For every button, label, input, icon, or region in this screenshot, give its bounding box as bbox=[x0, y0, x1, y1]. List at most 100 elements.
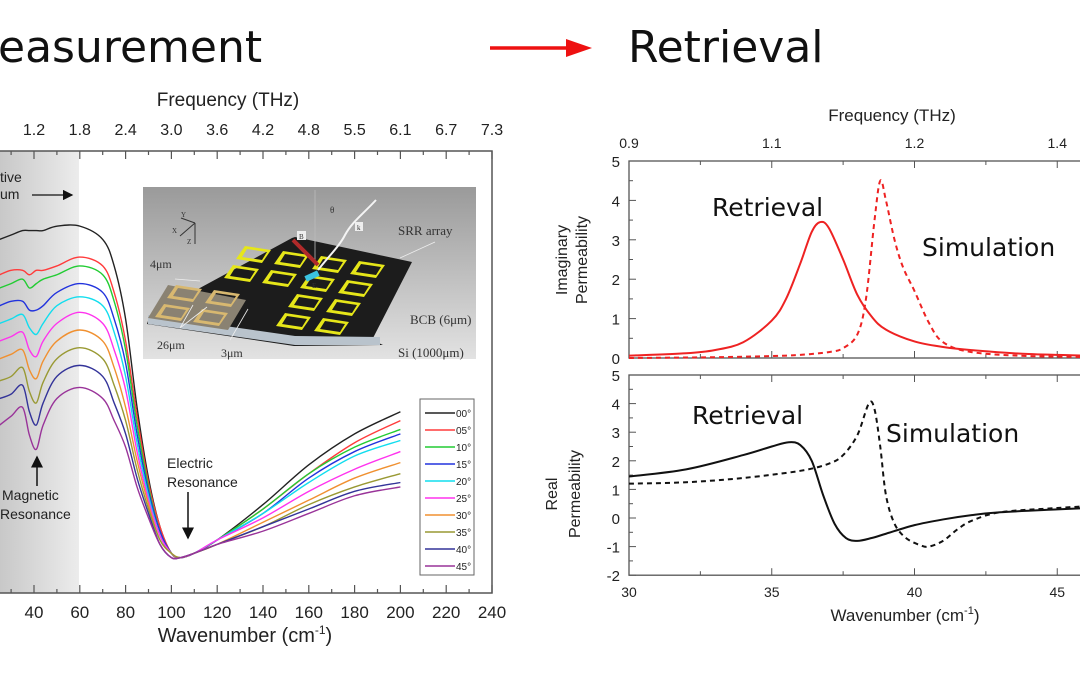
x-tick-label: 80 bbox=[116, 603, 135, 622]
srr-cell bbox=[193, 309, 228, 326]
right-xlabel-close: ) bbox=[974, 606, 980, 625]
top-tick-label: 6.7 bbox=[435, 122, 457, 139]
y-tick-label: 5 bbox=[612, 368, 620, 385]
top-tick-label: 4.2 bbox=[252, 122, 274, 139]
k-label: k bbox=[357, 224, 361, 232]
x-tick-label: 220 bbox=[432, 603, 460, 622]
srr-cell bbox=[262, 270, 297, 287]
right-top-axis-title: Frequency (THz) bbox=[828, 106, 956, 125]
top-tick-label: 7.3 bbox=[481, 122, 503, 139]
series-line-retrieval bbox=[629, 441, 1080, 542]
plot-frame bbox=[0, 150, 493, 594]
y-tick-label: -2 bbox=[607, 568, 620, 585]
srr-cell bbox=[276, 313, 311, 330]
b-label: B bbox=[299, 233, 304, 241]
srr-cell bbox=[338, 280, 373, 297]
top-tick-label: 1.1 bbox=[762, 135, 782, 151]
srr-cell bbox=[326, 299, 361, 316]
right-xlabel-superscript: -1 bbox=[964, 605, 974, 617]
real-ylabel-line2: Permeability bbox=[567, 450, 584, 538]
theta-label: θ bbox=[330, 205, 334, 215]
y-axis-letter: Y bbox=[181, 211, 186, 219]
series-line-45° bbox=[0, 386, 401, 560]
legend-label: 35° bbox=[456, 528, 471, 539]
e-label: E bbox=[312, 282, 316, 290]
y-tick-label: 0 bbox=[612, 511, 620, 528]
x-tick-label: 45 bbox=[1049, 584, 1065, 600]
b-label-box bbox=[297, 231, 306, 240]
x-axis-letter: X bbox=[172, 227, 177, 235]
real-retrieval-label: Retrieval bbox=[692, 401, 803, 430]
x-tick-label: 40 bbox=[25, 603, 44, 622]
top-tick-label: 0.9 bbox=[619, 135, 639, 151]
electric-annotation-line2: Resonance bbox=[167, 474, 238, 490]
top-tick-label: 1.8 bbox=[69, 122, 91, 139]
si-layer bbox=[148, 315, 380, 345]
legend-label: 00° bbox=[456, 409, 471, 420]
srr-cell bbox=[288, 294, 323, 311]
legend-label: 20° bbox=[456, 477, 471, 488]
top-tick-label: 5.5 bbox=[343, 122, 365, 139]
y-tick-label: 3 bbox=[612, 233, 620, 250]
legend-label: 25° bbox=[456, 494, 471, 505]
electric-annotation-line1: Electric bbox=[167, 455, 213, 471]
x-tick-label: 100 bbox=[157, 603, 185, 622]
imag-ylabel-line2: Permeability bbox=[574, 216, 591, 304]
srr-leader-line bbox=[399, 241, 436, 259]
measurement-title: easurement bbox=[0, 22, 262, 73]
top-tick-label: 4.8 bbox=[298, 122, 320, 139]
bcb-label: BCB (6μm) bbox=[410, 312, 472, 327]
si-label: Si (1000μm) bbox=[398, 345, 464, 360]
x-tick-label: 200 bbox=[386, 603, 414, 622]
z-axis-letter: Z bbox=[187, 238, 191, 246]
srr-cell bbox=[224, 265, 259, 282]
bottom-axis-title: Wavenumber (cm-1) bbox=[158, 623, 332, 647]
srr-cell bbox=[350, 261, 385, 278]
srr-inset-diagram: Y X Z θ k B E SRR array BCB (6μm) Si (10… bbox=[143, 187, 476, 360]
red-arrow-head-icon bbox=[566, 39, 592, 57]
26um-label: 26μm bbox=[157, 338, 185, 352]
srr-cell bbox=[312, 256, 347, 273]
x-tick-label: 160 bbox=[295, 603, 323, 622]
xlabel-close: ) bbox=[326, 625, 333, 647]
measurement-chart: Frequency (THz) Wavenumber (cm-1) tive u… bbox=[0, 90, 506, 647]
y-tick-label: 2 bbox=[612, 272, 620, 289]
y-tick-label: 0 bbox=[612, 351, 620, 368]
3um-label: 3μm bbox=[221, 346, 243, 360]
series-line-25° bbox=[0, 311, 401, 559]
srr-cell bbox=[236, 246, 271, 263]
axes-triad-icon bbox=[179, 217, 196, 244]
y-tick-label: 4 bbox=[612, 193, 620, 210]
srr-cell bbox=[205, 290, 240, 307]
imag-ylabel-line1: Imaginary bbox=[554, 225, 571, 295]
magnetic-annotation-line2: Resonance bbox=[0, 506, 71, 522]
imag-retrieval-label: Retrieval bbox=[712, 193, 823, 222]
legend-label: 15° bbox=[456, 460, 471, 471]
real-simulation-label: Simulation bbox=[886, 419, 1019, 448]
4um-label: 4μm bbox=[150, 257, 172, 271]
legend-label: 45° bbox=[456, 562, 471, 573]
magnetic-annotation-line1: Magnetic bbox=[2, 487, 59, 503]
x-tick-label: 180 bbox=[340, 603, 368, 622]
srr-cell bbox=[167, 285, 202, 302]
xlabel-text: Wavenumber (cm bbox=[158, 625, 315, 647]
shaded-label-line1: tive bbox=[0, 169, 22, 185]
top-tick-label: 1.2 bbox=[23, 122, 45, 139]
y-tick-label: 1 bbox=[612, 312, 620, 329]
legend-label: 05° bbox=[456, 426, 471, 437]
legend-label: 10° bbox=[456, 443, 471, 454]
e-field-icon bbox=[304, 270, 320, 282]
xlabel-superscript: -1 bbox=[315, 623, 326, 637]
top-tick-label: 1.2 bbox=[905, 135, 925, 151]
series-line-10° bbox=[0, 265, 401, 559]
b-field-arrow-icon bbox=[291, 238, 320, 267]
right-xlabel-text: Wavenumber (cm bbox=[831, 606, 965, 625]
top-tick-label: 3.0 bbox=[160, 122, 182, 139]
retrieval-title: Retrieval bbox=[628, 22, 824, 73]
x-tick-label: 40 bbox=[907, 584, 923, 600]
dimension-leader-lines bbox=[174, 278, 249, 341]
y-tick-label: 2 bbox=[612, 454, 620, 471]
srr-cell bbox=[274, 251, 309, 268]
series-line-40° bbox=[0, 364, 401, 560]
series-line-simulation bbox=[629, 400, 1080, 548]
